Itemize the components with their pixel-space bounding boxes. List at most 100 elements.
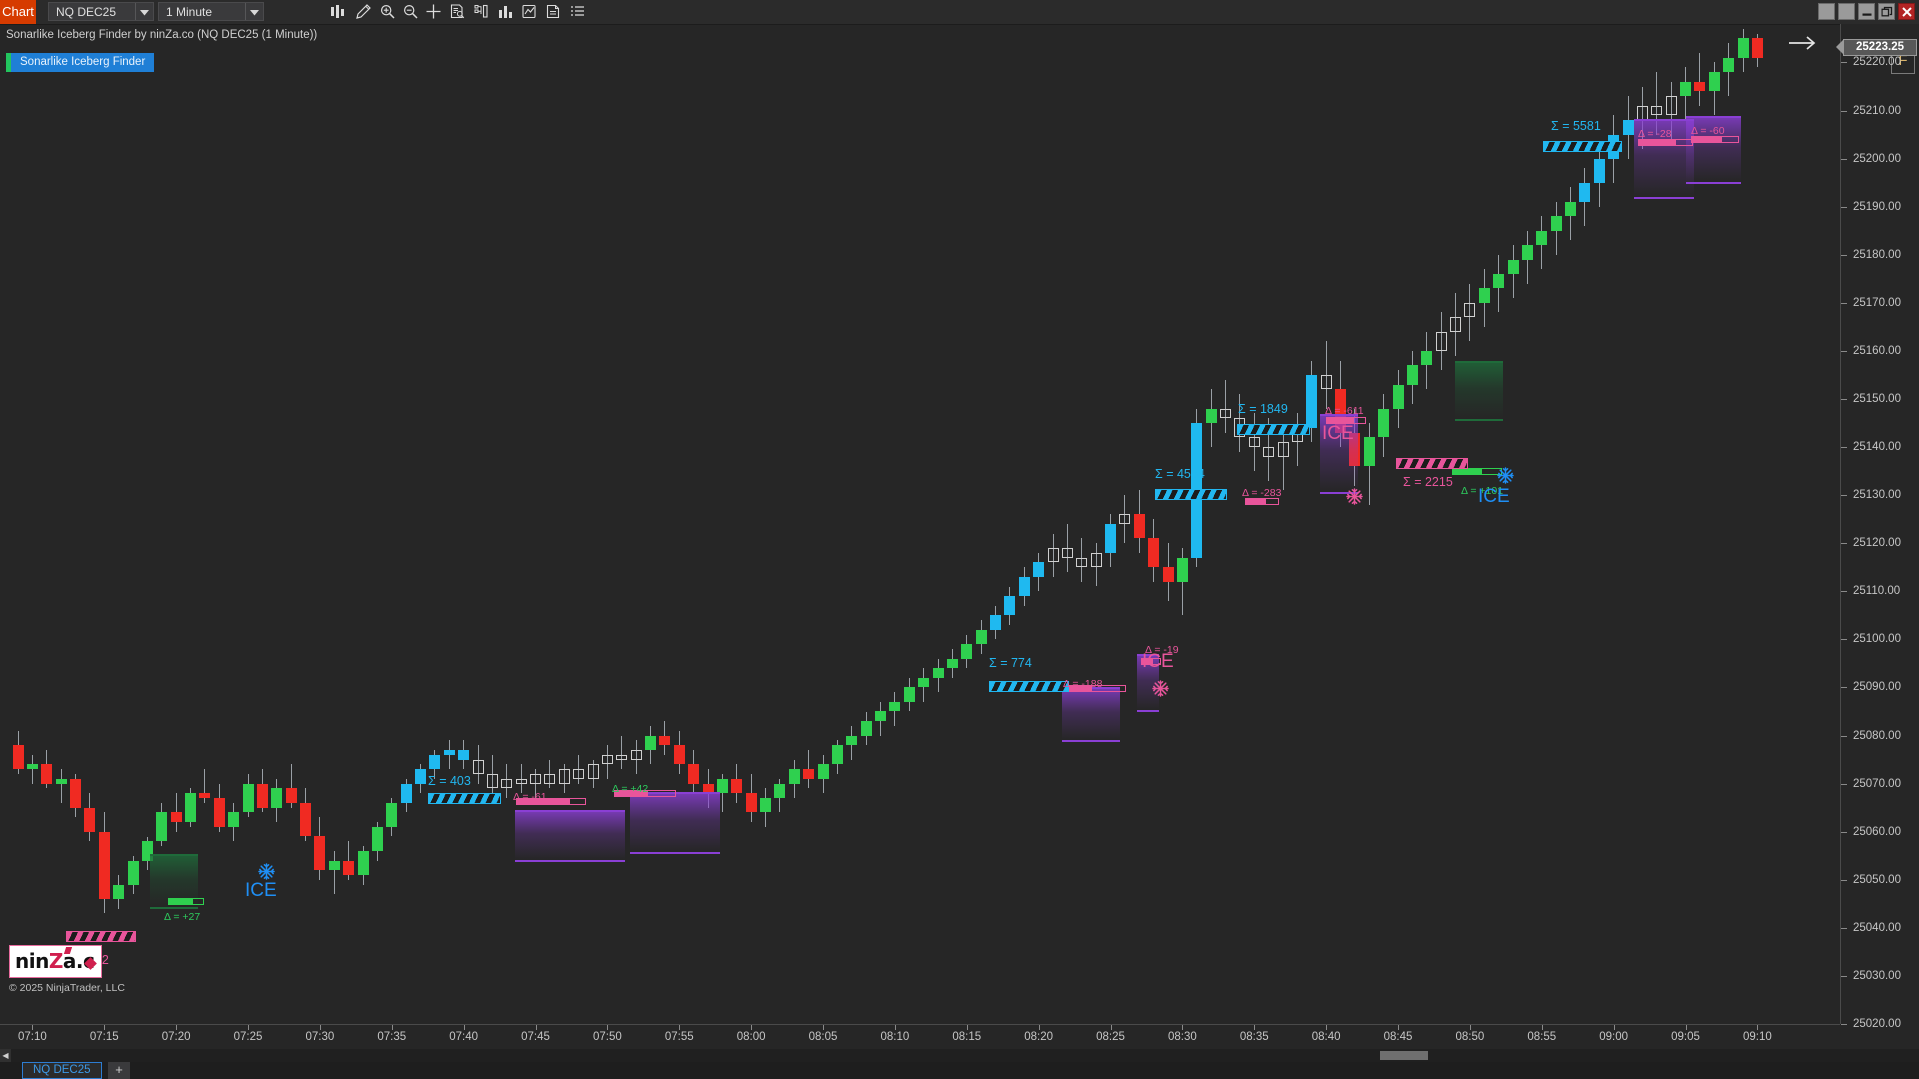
candle-body bbox=[515, 778, 527, 784]
window-extra-button-2[interactable] bbox=[1838, 3, 1855, 20]
templates-icon[interactable] bbox=[543, 1, 564, 22]
candle-body bbox=[55, 778, 67, 784]
price-tick-label: 25130.00 bbox=[1853, 489, 1901, 502]
candle bbox=[41, 749, 53, 789]
candle bbox=[673, 730, 685, 774]
candle-body bbox=[1205, 408, 1217, 424]
candle bbox=[1320, 341, 1332, 409]
last-price-marker: 25223.25 bbox=[1836, 38, 1917, 56]
price-axis-tick: 25040.00 bbox=[1841, 921, 1919, 935]
candle-wick bbox=[1124, 495, 1126, 544]
iceberg-marker-label: ICE bbox=[1142, 651, 1174, 672]
time-tick-mark bbox=[32, 1025, 34, 1030]
candle bbox=[1205, 389, 1217, 448]
add-tab-button[interactable]: + bbox=[108, 1062, 130, 1079]
price-tick-label: 25060.00 bbox=[1853, 825, 1901, 838]
candle bbox=[1421, 331, 1433, 390]
crosshair-icon[interactable] bbox=[423, 1, 444, 22]
price-axis[interactable]: F 25220.00 25210.00 25200.00 25190.00 25180.… bbox=[1836, 24, 1919, 1030]
candle-body bbox=[1248, 437, 1260, 448]
zoom-in-icon[interactable] bbox=[377, 1, 398, 22]
time-tick-mark bbox=[966, 1025, 968, 1030]
strategies-icon[interactable] bbox=[519, 1, 540, 22]
chart-menu-button[interactable]: Chart bbox=[0, 0, 36, 24]
chart-properties-icon[interactable] bbox=[495, 1, 516, 22]
delta-bar-outline bbox=[614, 790, 676, 797]
workspace-tab-nq-dec25[interactable]: NQ DEC25 bbox=[22, 1062, 102, 1079]
candle-wick bbox=[721, 774, 723, 813]
zoom-out-icon[interactable] bbox=[400, 1, 421, 22]
delta-bar-fill bbox=[517, 799, 571, 804]
candle-body bbox=[300, 802, 311, 837]
candle bbox=[515, 764, 527, 794]
candle bbox=[1061, 524, 1073, 573]
candle-body bbox=[1033, 562, 1045, 577]
indicator-legend-chip[interactable]: Sonarlike Iceberg Finder bbox=[6, 53, 155, 72]
candle-body bbox=[1277, 442, 1289, 457]
candle-body bbox=[256, 783, 268, 808]
candle-body bbox=[788, 769, 800, 784]
candle bbox=[1291, 413, 1303, 467]
candle bbox=[731, 764, 743, 803]
delta-bar-outline bbox=[1141, 658, 1161, 665]
candle bbox=[817, 754, 829, 794]
list-icon[interactable] bbox=[567, 1, 588, 22]
candle bbox=[745, 774, 757, 823]
price-tick-label: 25220.00 bbox=[1853, 56, 1901, 69]
candle-wick bbox=[1656, 72, 1658, 135]
data-series-icon[interactable] bbox=[447, 1, 468, 22]
scroll-left-button[interactable]: ◀ bbox=[0, 1049, 11, 1062]
timeframe-selector[interactable]: 1 Minute bbox=[158, 2, 264, 21]
time-tick-label: 08:50 bbox=[1455, 1031, 1485, 1043]
candle-body bbox=[846, 735, 858, 746]
minimize-icon[interactable] bbox=[1858, 3, 1875, 20]
candle-wick bbox=[290, 764, 292, 808]
candle-body bbox=[1119, 514, 1131, 524]
cumulative-volume-label: Σ = 4554 bbox=[1155, 467, 1205, 481]
candle bbox=[1593, 144, 1605, 207]
time-tick-label: 07:15 bbox=[89, 1031, 119, 1043]
candle-body bbox=[1162, 567, 1174, 582]
price-tick-label: 25040.00 bbox=[1853, 921, 1901, 934]
time-tick-mark bbox=[823, 1025, 824, 1030]
price-axis-tick: 25200.00 bbox=[1841, 152, 1919, 166]
candle-body bbox=[1378, 408, 1390, 438]
iceberg-marker-label: ICE bbox=[245, 880, 277, 901]
price-tick-label: 25140.00 bbox=[1853, 441, 1901, 454]
price-tick-label: 25190.00 bbox=[1853, 200, 1901, 213]
chevron-down-icon[interactable] bbox=[135, 3, 153, 20]
candle-wick bbox=[621, 735, 623, 770]
window-extra-button-1[interactable] bbox=[1818, 3, 1835, 20]
delta-bar-fill bbox=[1692, 137, 1723, 142]
candle bbox=[688, 749, 700, 794]
horizontal-scrollbar[interactable]: ◀ bbox=[0, 1049, 1919, 1062]
candle bbox=[1248, 413, 1260, 472]
indicators-icon[interactable] bbox=[471, 1, 492, 22]
candle bbox=[386, 798, 398, 837]
candle-wick bbox=[1440, 312, 1442, 371]
candle bbox=[1651, 72, 1663, 135]
candle bbox=[846, 725, 858, 760]
candle-wick bbox=[1699, 52, 1701, 106]
delta-bar-fill bbox=[615, 791, 648, 796]
bar-type-icon[interactable] bbox=[327, 1, 348, 22]
price-tick-label: 25050.00 bbox=[1853, 873, 1901, 886]
chevron-down-icon[interactable] bbox=[245, 3, 263, 20]
time-tick-label: 07:55 bbox=[664, 1031, 694, 1043]
instrument-selector[interactable]: NQ DEC25 bbox=[48, 2, 154, 21]
close-icon[interactable] bbox=[1898, 3, 1915, 20]
price-axis-tick: 25020.00 bbox=[1841, 1017, 1919, 1031]
cumulative-volume-label: Σ = 774 bbox=[989, 656, 1032, 670]
drawing-tools-icon[interactable] bbox=[353, 1, 374, 22]
time-axis[interactable]: 07:10 07:15 07:20 07:25 07:30 07:35 07:40 07:45… bbox=[0, 1024, 1840, 1050]
instrument-selector-value: NQ DEC25 bbox=[56, 5, 117, 19]
price-axis-tick: 25070.00 bbox=[1841, 777, 1919, 791]
candle bbox=[659, 721, 671, 755]
price-tick-mark bbox=[1841, 399, 1847, 400]
cumulative-volume-label: Σ = 403 bbox=[428, 774, 471, 788]
price-axis-tick: 25030.00 bbox=[1841, 969, 1919, 983]
candle-body bbox=[1220, 408, 1231, 419]
restore-icon[interactable] bbox=[1878, 3, 1895, 20]
scrollbar-thumb[interactable] bbox=[1380, 1051, 1428, 1060]
